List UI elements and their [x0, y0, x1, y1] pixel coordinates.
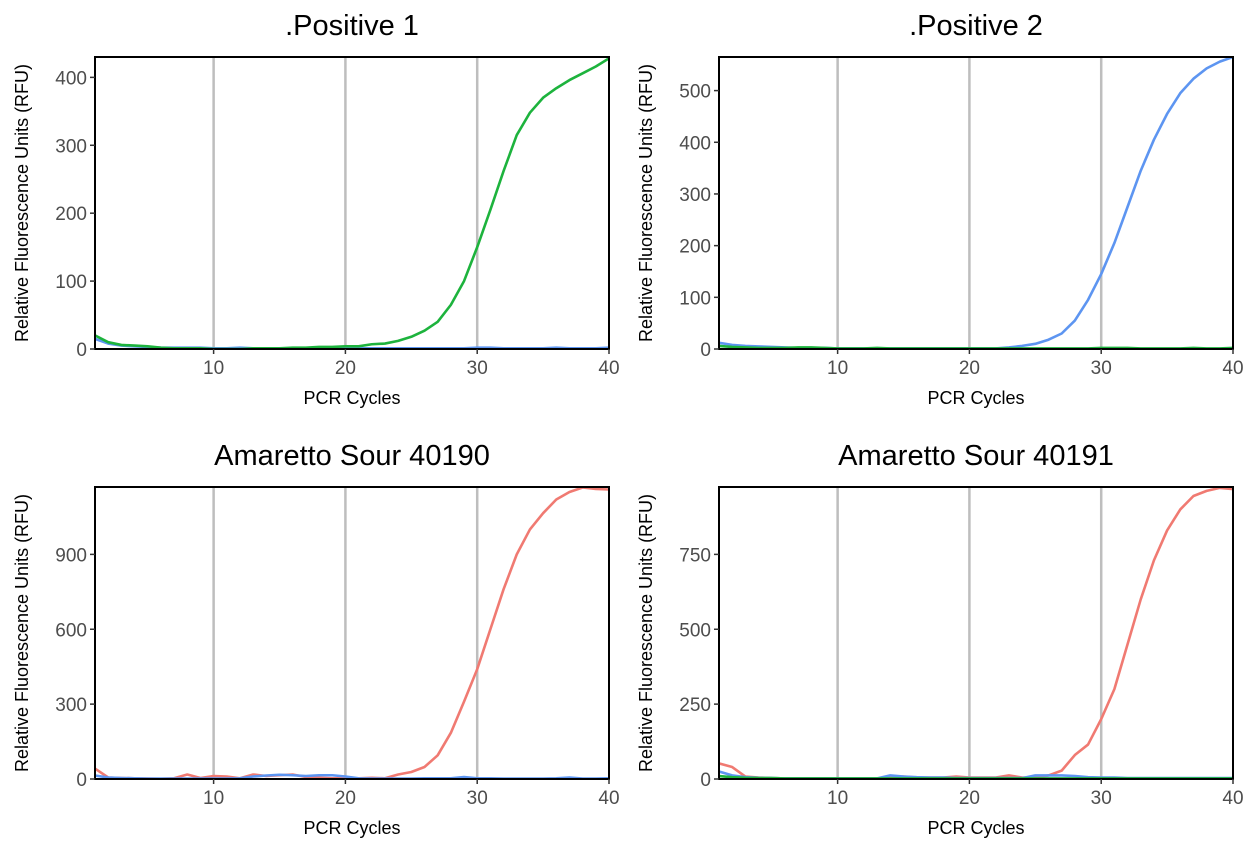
plot-area: 10 20 30 40 0 250 500 750 — [679, 486, 1244, 809]
y-tick-label: 100 — [679, 288, 711, 309]
x-tick-label: 20 — [959, 788, 980, 809]
y-tick-label: 750 — [679, 545, 711, 566]
plot-area: 10 20 30 40 0 300 600 900 — [55, 486, 620, 809]
y-tick-label: 300 — [55, 136, 87, 157]
x-tick-label: 10 — [203, 358, 224, 379]
y-tick-label: 200 — [55, 204, 87, 225]
chart-panel-amaretto-sour-40190: Amaretto Sour 40190 PCR Cycles Relative … — [12, 440, 620, 838]
y-axis-label: Relative Fluorescence Units (RFU) — [12, 494, 32, 772]
x-tick-label: 20 — [335, 788, 356, 809]
y-tick-label: 200 — [679, 237, 711, 258]
plot-frame — [718, 56, 1234, 350]
plot-frame — [94, 486, 610, 780]
x-tick-label: 40 — [598, 788, 619, 809]
y-tick-label: 500 — [679, 620, 711, 641]
x-tick-label: 40 — [1222, 788, 1243, 809]
chart-title: Amaretto Sour 40190 — [214, 440, 490, 472]
y-tick-label: 500 — [679, 82, 711, 103]
x-tick-label: 30 — [1091, 788, 1112, 809]
y-tick-label: 250 — [679, 695, 711, 716]
y-tick-label: 0 — [700, 340, 711, 361]
x-axis-label: PCR Cycles — [927, 388, 1024, 408]
y-axis-label: Relative Fluorescence Units (RFU) — [636, 494, 656, 772]
x-tick-label: 30 — [467, 358, 488, 379]
chart-title: .Positive 2 — [909, 10, 1043, 42]
x-tick-label: 40 — [1222, 358, 1243, 379]
series-line — [719, 487, 1233, 779]
chart-panel-amaretto-sour-40191: Amaretto Sour 40191 PCR Cycles Relative … — [636, 440, 1244, 838]
x-axis-label: PCR Cycles — [303, 818, 400, 838]
x-axis-label: PCR Cycles — [927, 818, 1024, 838]
x-tick-label: 30 — [467, 788, 488, 809]
y-axis-label: Relative Fluorescence Units (RFU) — [636, 64, 656, 342]
series-line — [95, 773, 609, 779]
x-tick-label: 40 — [598, 358, 619, 379]
y-tick-label: 0 — [76, 340, 87, 361]
x-tick-label: 10 — [827, 358, 848, 379]
y-tick-label: 0 — [700, 770, 711, 791]
x-tick-label: 20 — [959, 358, 980, 379]
y-tick-label: 300 — [55, 695, 87, 716]
series-line — [95, 487, 609, 779]
y-tick-label: 100 — [55, 272, 87, 293]
chart-panel-positive-1: .Positive 1 PCR Cycles Relative Fluoresc… — [12, 10, 620, 408]
y-tick-label: 300 — [679, 185, 711, 206]
y-axis-label: Relative Fluorescence Units (RFU) — [12, 64, 32, 342]
x-axis-label: PCR Cycles — [303, 388, 400, 408]
series-line — [95, 57, 609, 349]
y-tick-label: 600 — [55, 620, 87, 641]
series-line — [719, 57, 1233, 349]
chart-panel-positive-2: .Positive 2 PCR Cycles Relative Fluoresc… — [636, 10, 1244, 408]
x-tick-label: 30 — [1091, 358, 1112, 379]
y-tick-label: 0 — [76, 770, 87, 791]
y-tick-label: 900 — [55, 545, 87, 566]
plot-frame — [94, 56, 610, 350]
y-tick-label: 400 — [55, 68, 87, 89]
x-tick-label: 10 — [827, 788, 848, 809]
chart-title: .Positive 1 — [285, 10, 419, 42]
y-tick-label: 400 — [679, 133, 711, 154]
plot-frame — [718, 486, 1234, 780]
x-tick-label: 20 — [335, 358, 356, 379]
chart-title: Amaretto Sour 40191 — [838, 440, 1114, 472]
x-tick-label: 10 — [203, 788, 224, 809]
